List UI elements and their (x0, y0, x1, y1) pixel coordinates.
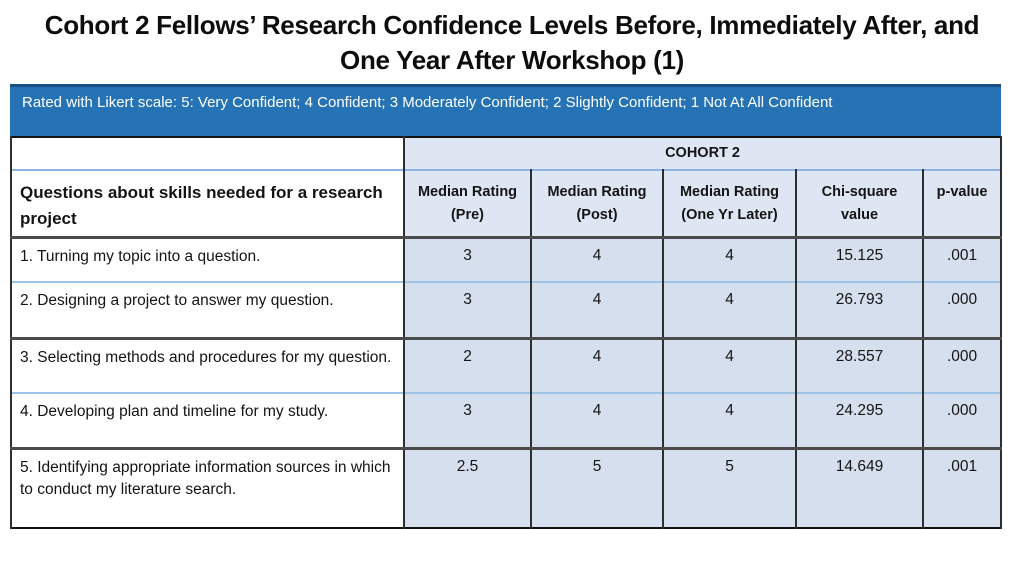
median-post-cell: 4 (530, 393, 664, 448)
p-value-cell: .001 (921, 237, 1003, 282)
median-one-yr-cell: 4 (662, 282, 797, 338)
column-header-median-pre: Median Rating (Pre) (403, 170, 532, 237)
median-post-cell: 4 (530, 282, 664, 338)
median-one-yr-cell: 4 (662, 393, 797, 448)
chi-square-cell: 14.649 (795, 448, 924, 528)
table-row: 4. Developing plan and timeline for my s… (10, 393, 1003, 448)
median-one-yr-cell: 5 (662, 448, 797, 528)
cohort-2-group-header: COHORT 2 (402, 137, 1003, 170)
question-cell: 5. Identifying appropriate information s… (10, 448, 405, 528)
questions-column-header: Questions about skills needed for a rese… (10, 170, 405, 237)
median-pre-cell: 2 (403, 338, 532, 393)
question-cell: 1. Turning my topic into a question. (10, 237, 405, 282)
empty-corner-cell (10, 137, 405, 170)
chi-square-cell: 24.295 (795, 393, 924, 448)
p-value-cell: .000 (921, 282, 1003, 338)
column-header-chi-square: Chi-square value (795, 170, 924, 237)
column-header-median-one-yr: Median Rating (One Yr Later) (662, 170, 797, 237)
p-value-cell: .000 (921, 338, 1003, 393)
question-cell: 2. Designing a project to answer my ques… (10, 282, 405, 338)
chi-square-cell: 15.125 (795, 237, 924, 282)
chi-square-cell: 26.793 (795, 282, 924, 338)
confidence-levels-table: COHORT 2 Questions about skills needed f… (10, 136, 1003, 529)
table-row: 2. Designing a project to answer my ques… (10, 282, 1003, 338)
median-pre-cell: 3 (403, 282, 532, 338)
column-header-median-post: Median Rating (Post) (530, 170, 664, 237)
median-one-yr-cell: 4 (662, 338, 797, 393)
table-row: 1. Turning my topic into a question. 3 4… (10, 237, 1003, 282)
question-cell: 4. Developing plan and timeline for my s… (10, 393, 405, 448)
slide-title-line-1: Cohort 2 Fellows’ Research Confidence Le… (44, 10, 980, 40)
median-post-cell: 4 (530, 338, 664, 393)
table-row: 3. Selecting methods and procedures for … (10, 338, 1003, 393)
likert-scale-text: Rated with Likert scale: 5: Very Confide… (22, 94, 833, 111)
median-pre-cell: 2.5 (403, 448, 532, 528)
slide-title-line-2: One Year After Workshop (1) (340, 45, 684, 75)
chi-square-cell: 28.557 (795, 338, 924, 393)
p-value-cell: .000 (921, 393, 1003, 448)
p-value-cell: .001 (921, 448, 1003, 528)
median-pre-cell: 3 (403, 237, 532, 282)
table-group-header-row: COHORT 2 (10, 137, 1003, 170)
table-row: 5. Identifying appropriate information s… (10, 448, 1003, 528)
median-one-yr-cell: 4 (662, 237, 797, 282)
table-column-header-row: Questions about skills needed for a rese… (10, 170, 1003, 237)
question-cell: 3. Selecting methods and procedures for … (10, 338, 405, 393)
likert-scale-banner: Rated with Likert scale: 5: Very Confide… (10, 84, 1001, 136)
column-header-p-value: p-value (921, 170, 1003, 237)
slide-title: Cohort 2 Fellows’ Research Confidence Le… (0, 8, 1024, 78)
median-post-cell: 5 (530, 448, 664, 528)
median-post-cell: 4 (530, 237, 664, 282)
median-pre-cell: 3 (403, 393, 532, 448)
